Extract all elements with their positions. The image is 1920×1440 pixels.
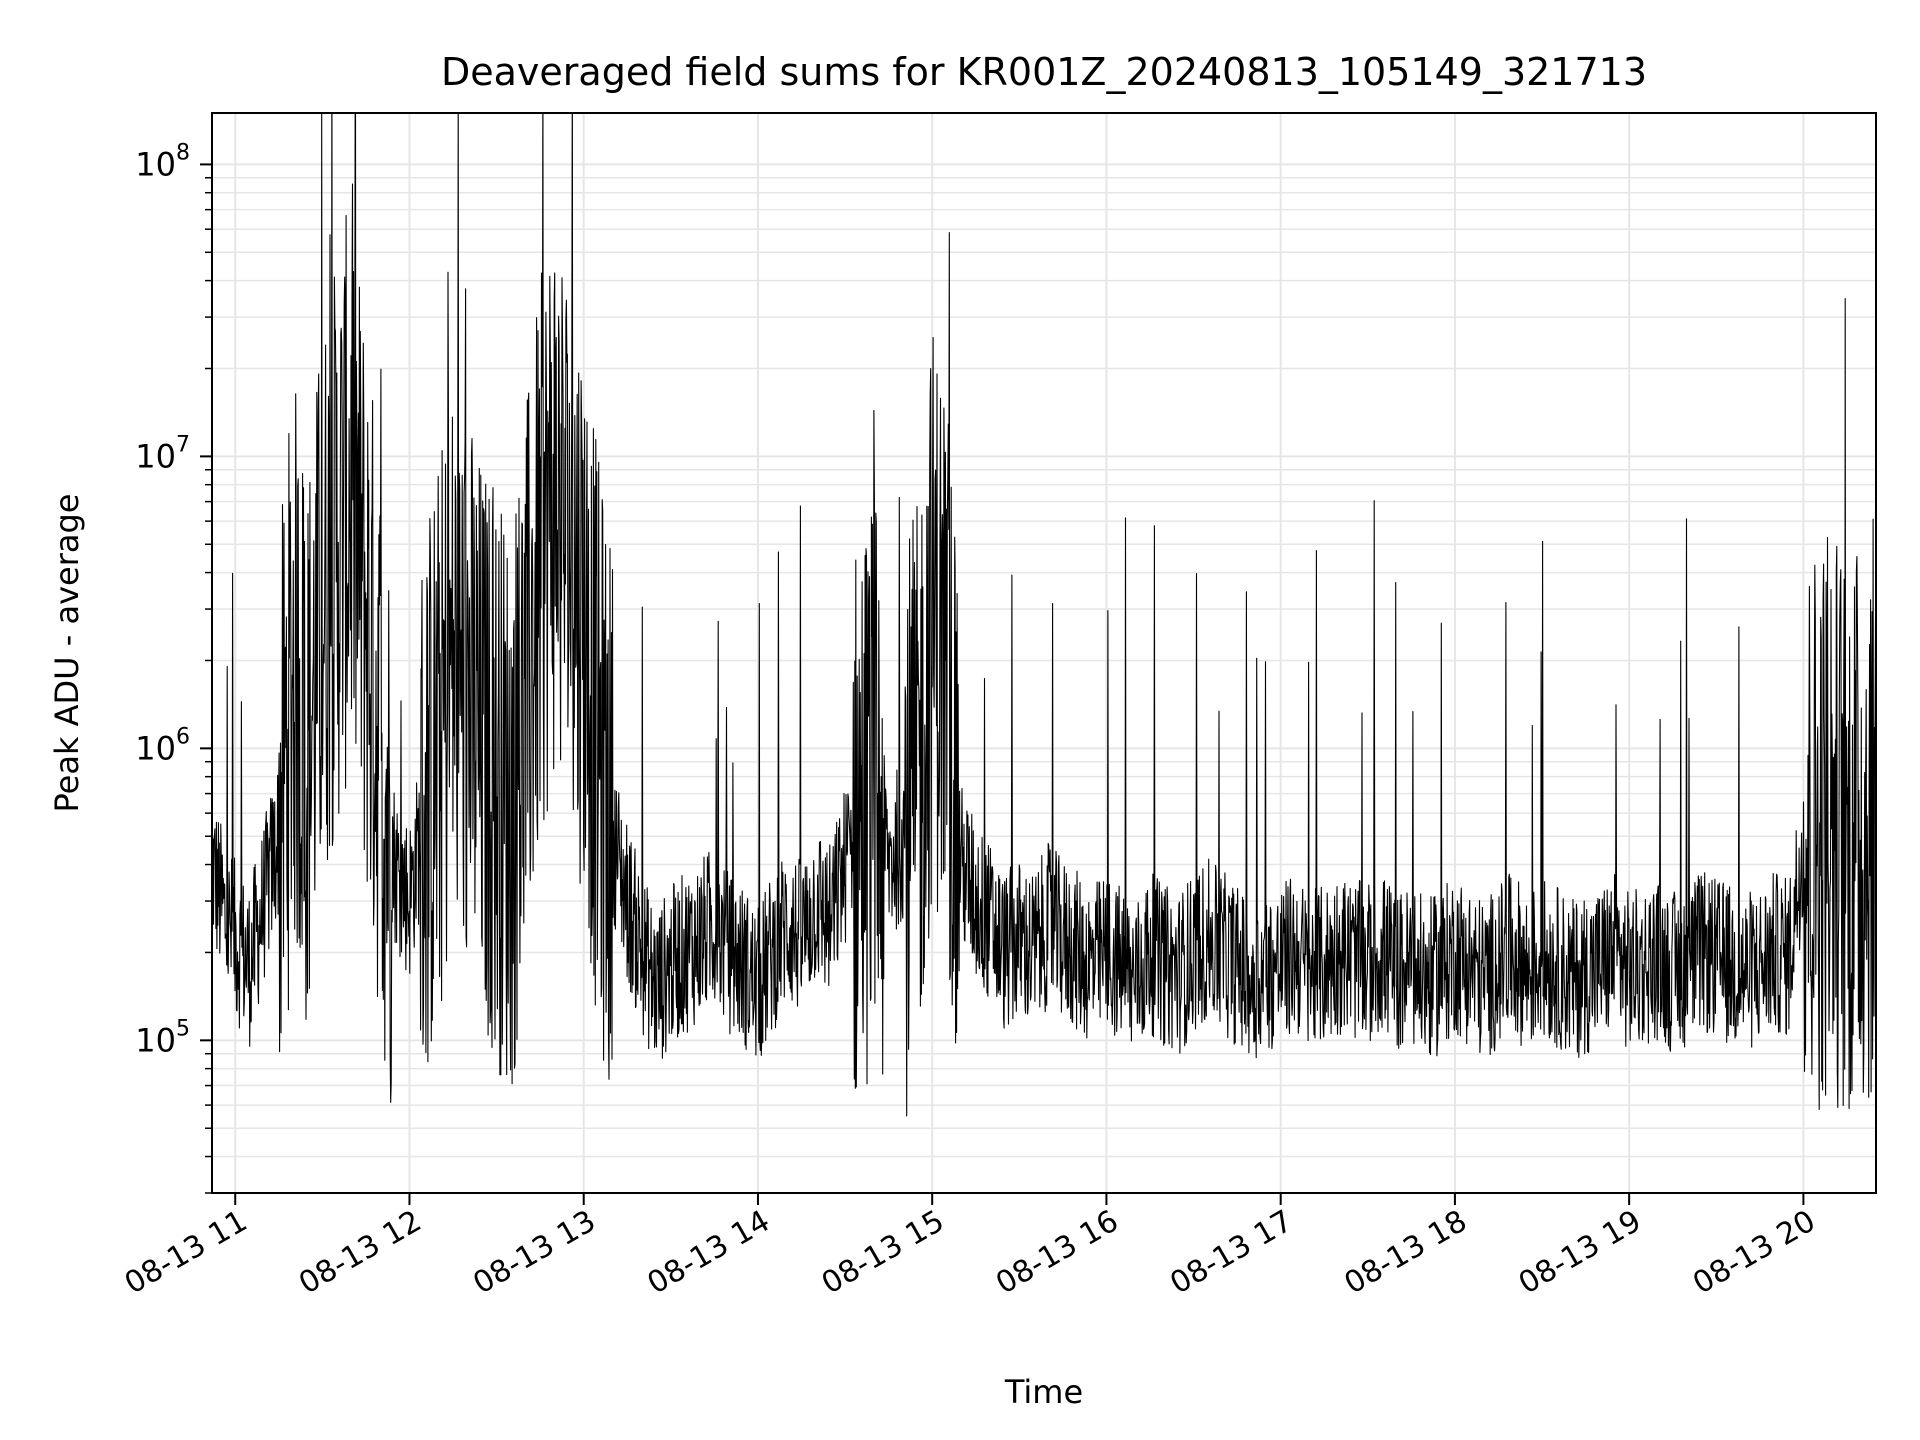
y-tick-label: 106 [135,724,190,767]
grid-lines [212,113,1876,1194]
y-tick-label: 107 [135,432,190,475]
chart-title: Deaveraged field sums for KR001Z_2024081… [441,50,1647,94]
y-axis-label: Peak ADU - average [48,494,86,813]
series-line-0 [212,113,1876,1117]
data-series-group [212,113,1876,1117]
y-tick-label: 108 [135,140,190,183]
x-axis-label: Time [1004,1373,1083,1411]
plot-frame [211,112,1877,1194]
y-axis: 105 106 107 108 [135,140,212,1194]
y-tick-label: 105 [135,1016,190,1059]
